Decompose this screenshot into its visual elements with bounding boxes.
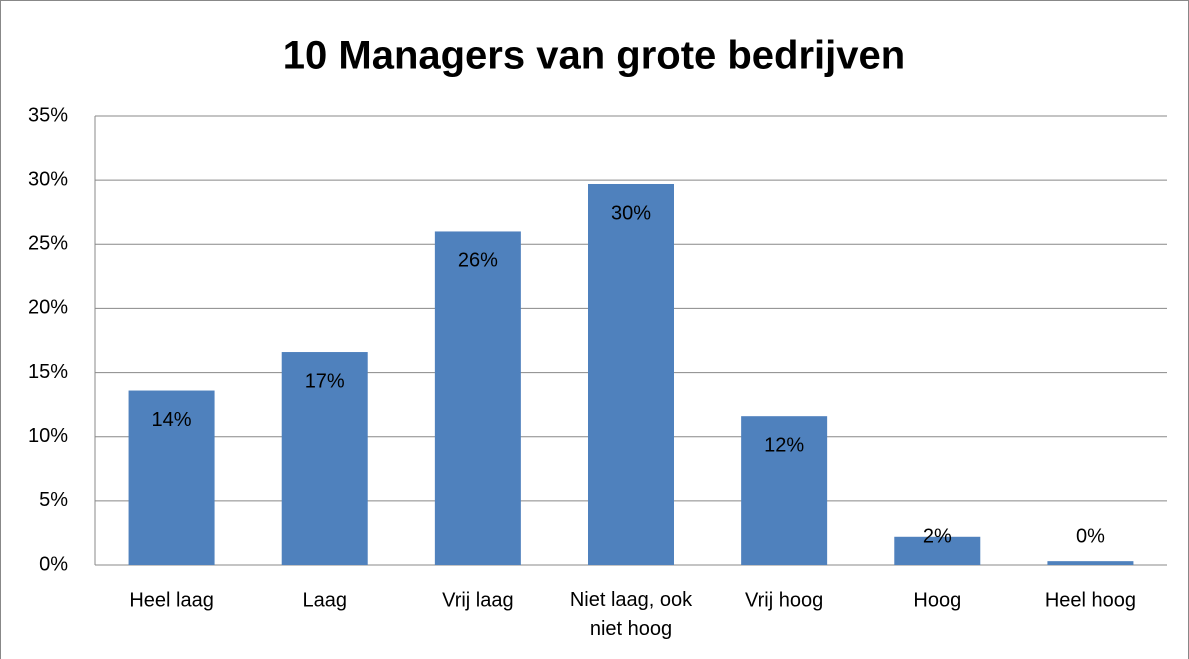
- x-tick-label: Laag: [302, 589, 347, 611]
- data-label: 0%: [1076, 525, 1105, 547]
- x-tick-label: Vrij hoog: [745, 589, 823, 611]
- x-tick-label: Hoog: [913, 589, 961, 611]
- bar: [281, 352, 368, 565]
- bar: [588, 183, 674, 565]
- y-tick-label: 5%: [39, 489, 68, 511]
- chart-title: 10 Managers van grote bedrijven: [283, 34, 905, 78]
- bar: [894, 536, 981, 565]
- x-tick-label: Vrij laag: [442, 589, 514, 611]
- y-tick-label: 15%: [28, 361, 68, 383]
- y-tick-label: 10%: [28, 425, 68, 447]
- x-tick-label: Niet laag, ook niet hoog: [570, 589, 693, 640]
- bar: [128, 390, 215, 565]
- data-label: 17%: [305, 370, 345, 392]
- data-label: 26%: [458, 250, 498, 272]
- x-tick-label: Heel laag: [129, 589, 214, 611]
- data-label: 14%: [152, 409, 192, 431]
- y-tick-label: 25%: [28, 233, 68, 255]
- y-tick-label: 0%: [39, 553, 68, 575]
- bar: [434, 231, 521, 565]
- bar: [741, 416, 828, 565]
- y-tick-label: 30%: [28, 168, 68, 190]
- data-label: 30%: [611, 202, 651, 224]
- x-tick-label: Heel hoog: [1045, 589, 1136, 611]
- y-tick-label: 20%: [28, 297, 68, 319]
- y-tick-label: 35%: [28, 104, 68, 126]
- data-label: 12%: [764, 434, 804, 456]
- bar: [1047, 561, 1134, 565]
- data-label: 2%: [923, 525, 952, 547]
